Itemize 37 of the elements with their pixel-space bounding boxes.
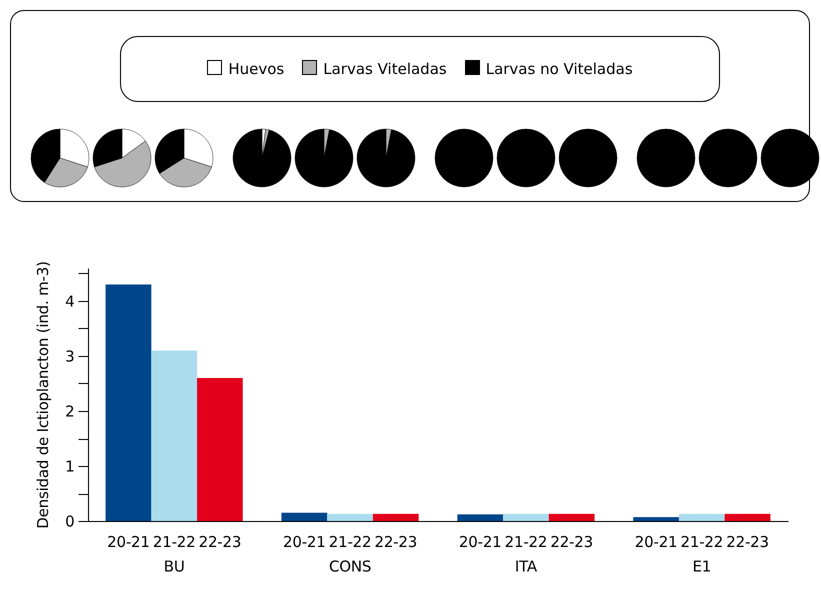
bar (678, 514, 725, 521)
legend-label: Larvas Viteladas (322, 60, 447, 78)
series-label: 22-23 (198, 533, 242, 551)
text: 20-21 (458, 533, 502, 551)
x-tick-label: CONS (328, 558, 372, 576)
text: 21-22 (504, 533, 548, 551)
text: 22-23 (374, 533, 418, 551)
legend-label: Larvas no Viteladas (484, 60, 633, 78)
bar (197, 378, 243, 521)
bar (457, 514, 504, 521)
text: 21-22 (680, 533, 724, 551)
bar (724, 514, 770, 521)
y-tick-label: 3 (65, 348, 74, 366)
x-tick-label: E1 (692, 558, 712, 576)
bar (633, 517, 679, 521)
x-tick-label: ITA (514, 558, 538, 576)
legend-label: Huevos (227, 60, 284, 78)
bar (106, 284, 152, 521)
text: 20-21 (634, 533, 678, 551)
series-label: 21-22 (152, 533, 196, 551)
series-label: 20-21 (107, 533, 150, 551)
text: 20-21 (283, 533, 326, 551)
y-tick-label: 2 (65, 402, 74, 420)
y-tick-label: 4 (65, 292, 74, 310)
bar (372, 514, 419, 521)
text: 22-23 (726, 533, 769, 551)
bar (327, 514, 373, 521)
bar (151, 350, 198, 521)
x-tick-label: BU (164, 558, 185, 576)
bar (503, 514, 549, 521)
y-axis-title: Densidad de Ictioplancton (ind. m-3) (34, 261, 52, 529)
bar (548, 514, 595, 521)
text: 22-23 (550, 533, 593, 551)
bar (281, 512, 328, 521)
y-tick-label: 1 (65, 458, 74, 476)
text: 21-22 (328, 533, 372, 551)
y-tick-label: 0 (65, 512, 74, 530)
